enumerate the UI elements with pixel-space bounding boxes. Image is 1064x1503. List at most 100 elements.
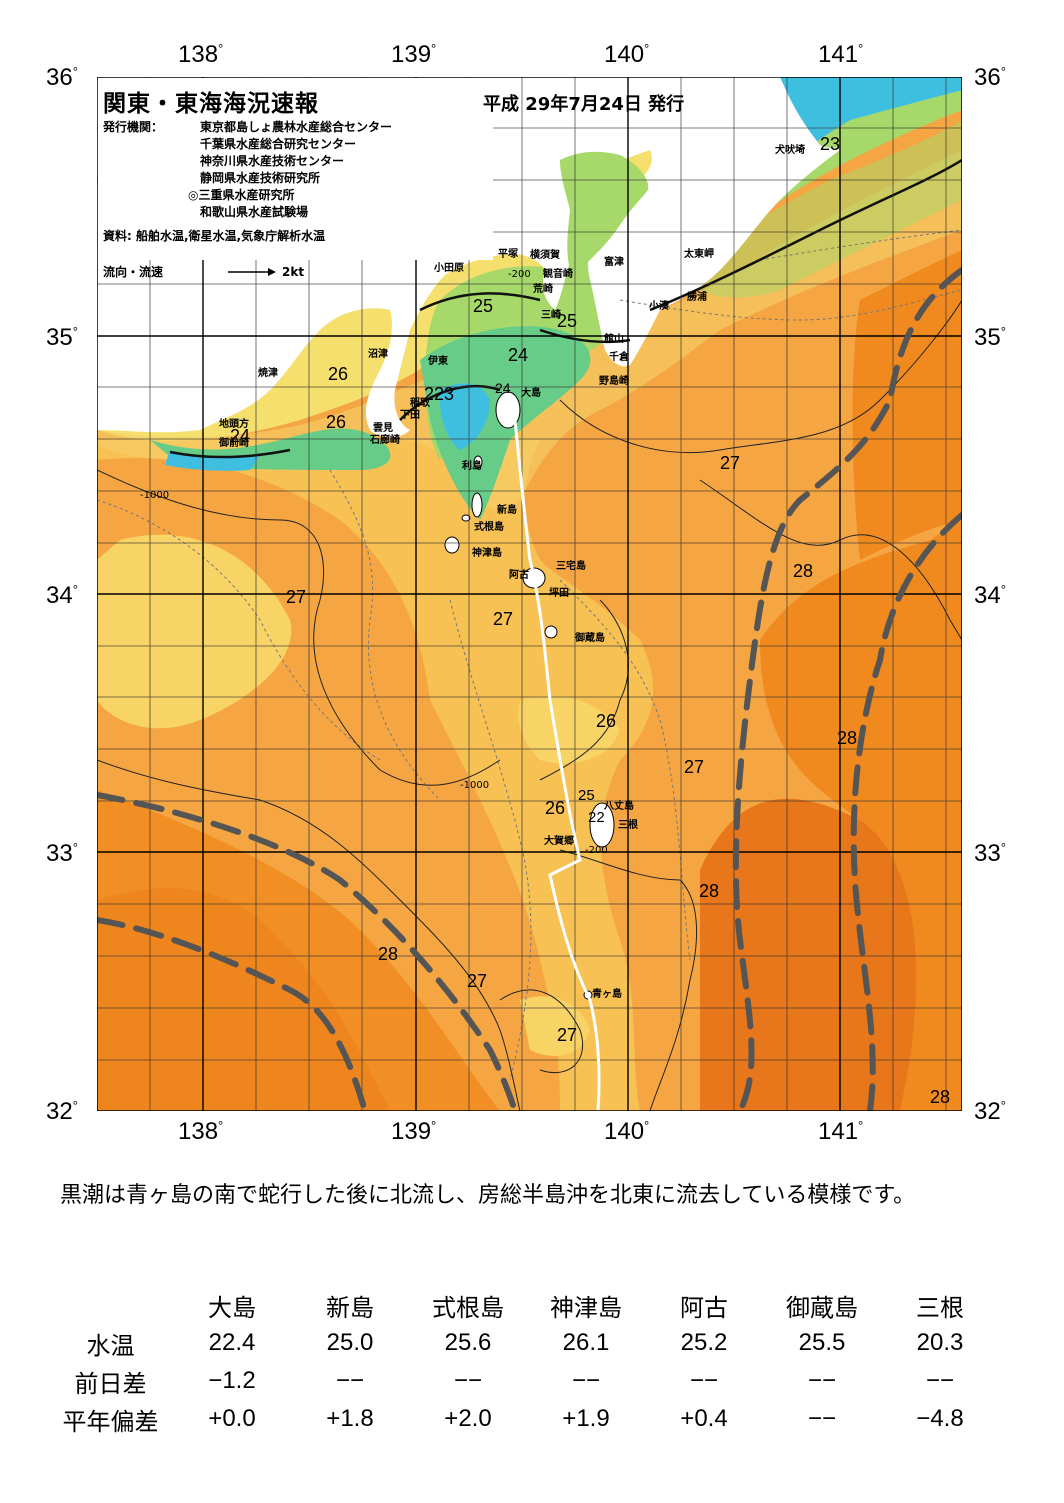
temp-label: 23 <box>820 134 841 154</box>
temp-label: 24 <box>495 380 511 396</box>
place-label: 八丈島 <box>604 801 634 812</box>
table-corner <box>48 1286 173 1324</box>
place-label: 太東岬 <box>684 249 714 260</box>
place-label: 御前崎 <box>219 438 249 449</box>
summary-text: 黒潮は青ヶ島の南で蛇行した後に北流し、房総半島沖を北東に流去している模様です。 <box>60 1183 916 1208</box>
depth-label: -1000 <box>460 780 490 791</box>
issuer-item: 東京都島しょ農林水産総合センター <box>200 120 393 134</box>
lon-tick-bottom-140: 140° <box>604 1118 650 1145</box>
issuer-list: 東京都島しょ農林水産総合センター 千葉県水産総合研究センター 神奈川県水産技術セ… <box>188 119 393 221</box>
place-label: 三宅島 <box>556 561 586 572</box>
table-header-row: 大島 新島 式根島 神津島 阿古 御蔵島 三根 <box>48 1286 999 1324</box>
column-header: 大島 <box>208 1294 256 1322</box>
temp-label: 28 <box>699 881 720 901</box>
place-label: 野島崎 <box>599 376 629 387</box>
table-cell: 20.3 <box>916 1329 964 1356</box>
temp-label: 25 <box>557 311 578 331</box>
table-cell: −1.2 <box>208 1367 256 1394</box>
place-label: 雲見 <box>373 423 393 434</box>
table-row: 前日差 −1.2 −− −− −− −− −− −− <box>48 1362 999 1400</box>
column-header: 御蔵島 <box>786 1294 858 1322</box>
temp-label: 26 <box>326 412 347 432</box>
lat-tick-right-35: 35° <box>974 324 1006 351</box>
temp-label: 25 <box>473 296 494 316</box>
column-header: 新島 <box>326 1294 374 1322</box>
temp-label: 28 <box>837 728 858 748</box>
lon-tick-bottom-139: 139° <box>391 1118 437 1145</box>
place-label: 観音崎 <box>543 269 573 280</box>
table-cell: +1.8 <box>326 1405 374 1432</box>
table-cell: −− <box>925 1367 955 1394</box>
place-label: 千倉 <box>609 352 629 363</box>
temp-label: 28 <box>930 1087 951 1107</box>
column-header: 三根 <box>916 1294 964 1322</box>
issuer-item: 和歌山県水産試験場 <box>200 205 309 219</box>
place-label: 石廊崎 <box>370 435 400 446</box>
temp-label: 24 <box>508 345 529 365</box>
temp-label: 27 <box>493 609 514 629</box>
place-label: 利島 <box>462 461 482 472</box>
table-cell: 25.0 <box>326 1329 374 1356</box>
map-title: 関東・東海海況速報 <box>103 91 319 117</box>
row-header: 前日差 <box>74 1370 147 1398</box>
table-cell: −− <box>807 1405 837 1432</box>
lat-tick-right-32: 32° <box>974 1098 1006 1125</box>
sea-temperature-map <box>97 77 962 1111</box>
temp-label: 28 <box>793 561 814 581</box>
row-header: 平年偏差 <box>62 1408 159 1436</box>
place-label: 沼津 <box>368 349 388 360</box>
place-label: 小田原 <box>434 263 464 274</box>
place-label: 伊東 <box>428 356 448 367</box>
place-label: 平塚 <box>498 249 518 260</box>
column-header: 阿古 <box>680 1294 728 1322</box>
place-label: 三根 <box>618 820 638 831</box>
place-label: 神津島 <box>472 548 502 559</box>
temp-label: 28 <box>378 944 399 964</box>
depth-label: -200 <box>585 845 608 856</box>
lat-tick-left-32: 32° <box>46 1098 78 1125</box>
legend-speed: 2kt <box>282 265 305 279</box>
place-label: 富津 <box>604 257 624 268</box>
lon-tick-top-139: 139° <box>391 41 437 68</box>
lat-tick-left-36: 36° <box>46 64 78 91</box>
temp-label: 27 <box>286 587 307 607</box>
place-label: 大島 <box>521 388 541 399</box>
station-temperature-table: 大島 新島 式根島 神津島 阿古 御蔵島 三根 水温 22.4 25.0 25.… <box>48 1286 999 1438</box>
lat-tick-left-34: 34° <box>46 582 78 609</box>
table-cell: +0.4 <box>680 1405 728 1432</box>
place-label: 勝浦 <box>687 292 707 303</box>
table-cell: −4.8 <box>916 1405 964 1432</box>
table-cell: 25.2 <box>680 1329 728 1356</box>
depth-label: -200 <box>508 269 531 280</box>
temp-label: 24 <box>230 426 251 446</box>
lon-tick-top-140: 140° <box>604 41 650 68</box>
issuer-item: 神奈川県水産技術センター <box>200 154 345 168</box>
place-label: 御蔵島 <box>575 633 605 644</box>
place-label: 小湊 <box>649 301 669 312</box>
issuer-label: 発行機関： <box>103 120 164 134</box>
legend-label: 流向・流速 <box>103 265 164 279</box>
place-label: 荒崎 <box>533 284 553 295</box>
place-label: 下田 <box>400 410 420 421</box>
lon-tick-top-141: 141° <box>818 41 864 68</box>
temp-label: 26 <box>596 711 617 731</box>
table-cell: −− <box>453 1367 483 1394</box>
issue-date: 平成 29年7月24日 発行 <box>483 94 685 115</box>
place-label: 稲取 <box>410 398 430 409</box>
table-cell: +1.9 <box>562 1405 610 1432</box>
temp-label: 25 <box>578 787 595 804</box>
lat-tick-left-35: 35° <box>46 324 78 351</box>
temp-label: 22 <box>588 809 605 826</box>
table-row: 平年偏差 +0.0 +1.8 +2.0 +1.9 +0.4 −− −4.8 <box>48 1400 999 1438</box>
lon-tick-bottom-138: 138° <box>178 1118 224 1145</box>
issuer-item: 静岡県水産技術研究所 <box>200 171 321 185</box>
place-label: 犬吠埼 <box>775 145 805 156</box>
column-header: 式根島 <box>432 1294 504 1322</box>
temp-label: 27 <box>720 453 741 473</box>
place-label: 阿古 <box>509 570 529 581</box>
data-source: 資料: 船舶水温,衛星水温,気象庁解析水温 <box>103 229 326 243</box>
place-label: 横須賀 <box>530 250 560 261</box>
place-label: 大賀郷 <box>544 836 574 847</box>
lat-tick-right-33: 33° <box>974 840 1006 867</box>
table-cell: +0.0 <box>208 1405 256 1432</box>
